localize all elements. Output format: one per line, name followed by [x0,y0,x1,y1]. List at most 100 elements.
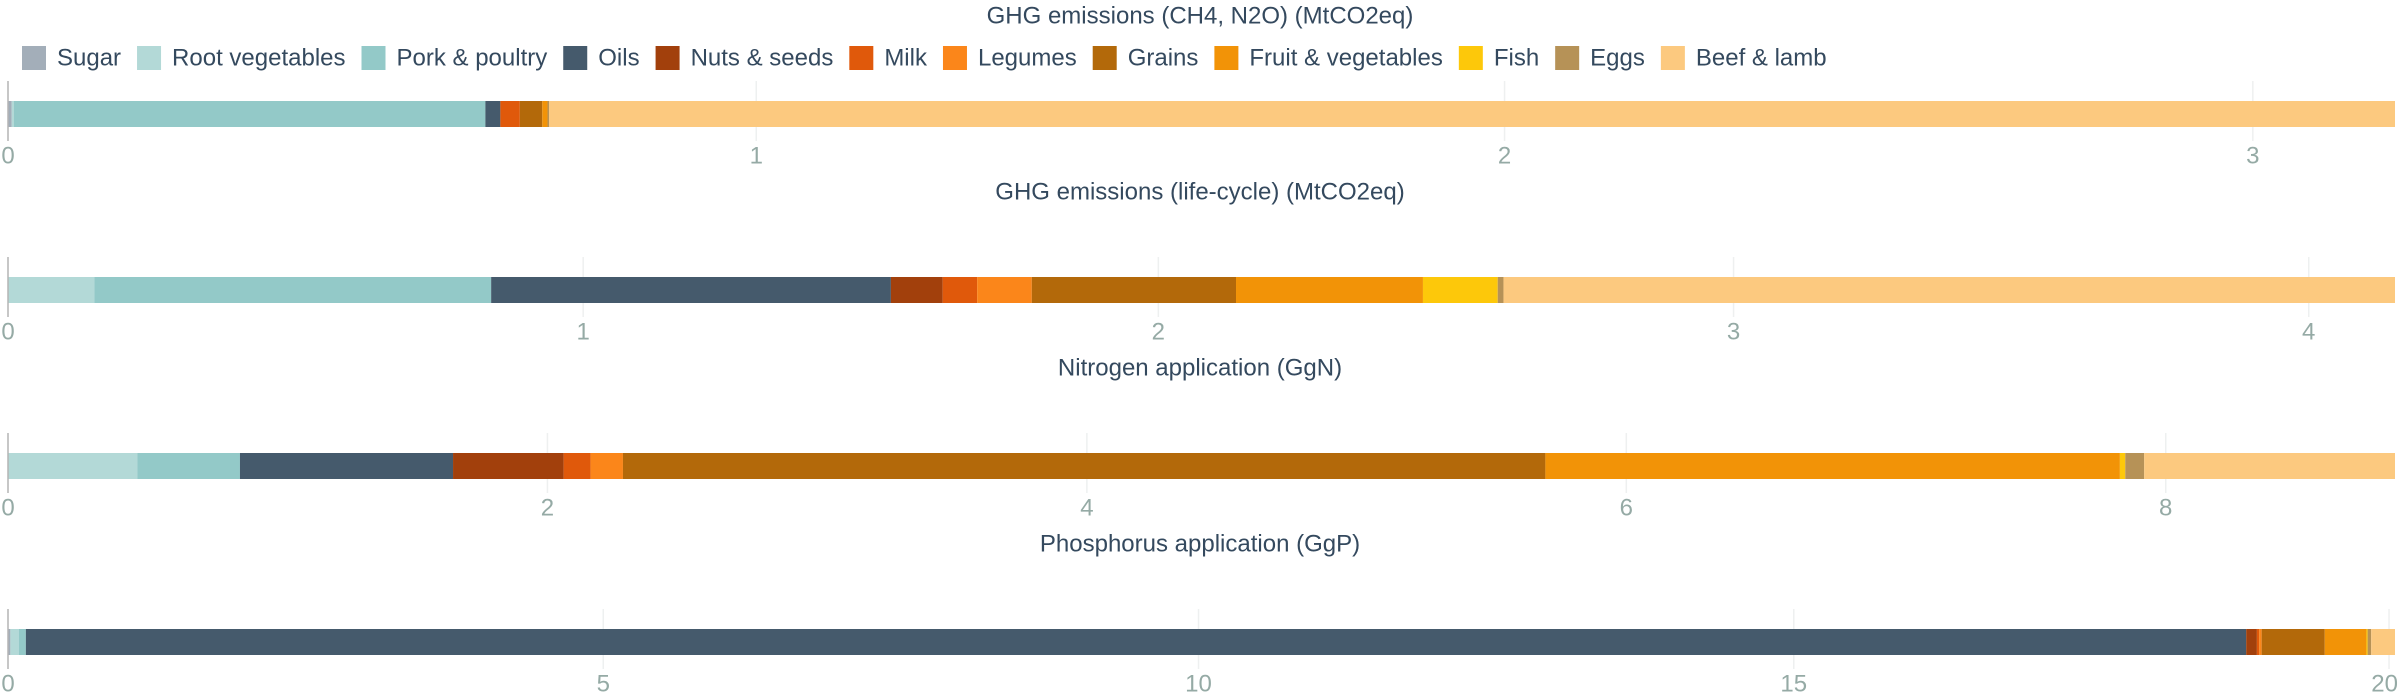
legend-label: Legumes [978,45,1077,72]
bar-segment-pork-and-poultry[interactable] [94,277,492,303]
legend-item-fish[interactable]: Fish [1458,45,1539,72]
tick-label: 8 [2159,495,2172,522]
bar-segment-grains[interactable] [1031,277,1237,303]
legend-label: Fruit & vegetables [1249,45,1442,72]
legend-item-eggs[interactable]: Eggs [1555,45,1645,72]
panel-title: GHG emissions (CH4, N2O) (MtCO2eq) [987,3,1414,30]
legend-swatch [942,46,967,70]
tick-label: 2 [1498,143,1511,170]
bar-segment-milk[interactable] [2256,629,2260,655]
bar-segment-beef-and-lamb[interactable] [549,101,2395,127]
bar-segment-oils[interactable] [239,453,454,479]
legend-label: Fish [1494,45,1539,72]
chart-legend: Sugar Root vegetables Pork & poultry Oils Nu… [22,45,1827,72]
tick-label: 0 [1,495,14,522]
legend-swatch [1214,46,1239,70]
bar-segment-fish[interactable] [2366,629,2368,655]
legend-label: Nuts & seeds [691,45,834,72]
bar-segment-legumes[interactable] [590,453,623,479]
tick-label: 0 [1,143,14,170]
legend-label: Pork & poultry [397,45,548,72]
bar-segment-pork-and-poultry[interactable] [13,101,486,127]
bar-segment-fruit-and-vegetables[interactable] [2324,629,2367,655]
bar-segment-oils[interactable] [485,101,501,127]
legend-item-beef-and-lamb[interactable]: Beef & lamb [1660,45,1827,72]
legend-item-sugar[interactable]: Sugar [22,45,121,72]
bar-segment-fruit-and-vegetables[interactable] [1545,453,2120,479]
tick-label: 5 [597,671,610,698]
legend-label: Eggs [1590,45,1645,72]
legend-swatch [563,46,588,70]
legend-item-legumes[interactable]: Legumes [942,45,1077,72]
bar-segment-oils[interactable] [25,629,2247,655]
bar-segment-milk[interactable] [500,101,520,127]
bar-segment-nuts-and-seeds[interactable] [453,453,564,479]
panel-title: GHG emissions (life-cycle) (MtCO2eq) [995,179,1404,206]
legend-item-grains[interactable]: Grains [1092,45,1199,72]
legend-swatch [1555,46,1580,70]
legend-item-milk[interactable]: Milk [849,45,928,72]
bar-segment-oils[interactable] [491,277,891,303]
bar-segment-milk[interactable] [942,277,978,303]
panel-title: Nitrogen application (GgN) [1058,355,1342,382]
panel-2: GHG emissions (life-cycle) (MtCO2eq) 0 1 2 3… [1,179,2395,346]
chart-panels: GHG emissions (CH4, N2O) (MtCO2eq)0 1 2 3GH… [1,3,2398,698]
bar-segment-nuts-and-seeds[interactable] [890,277,943,303]
bar-segment-eggs[interactable] [2367,629,2372,655]
bar-segment-legumes[interactable] [977,277,1032,303]
tick-label: 6 [1620,495,1633,522]
bar-segment-grains[interactable] [2261,629,2325,655]
bar-segment-beef-and-lamb[interactable] [2371,629,2395,655]
bar-segment-fruit-and-vegetables[interactable] [1236,277,1423,303]
legend-label: Sugar [57,45,121,72]
bar-segment-pork-and-poultry[interactable] [137,453,240,479]
bar-segment-root-vegetables[interactable] [10,629,19,655]
bar-segment-root-vegetables[interactable] [11,101,14,127]
legend-swatch [1092,46,1117,70]
bar-segment-beef-and-lamb[interactable] [2144,453,2395,479]
tick-label: 1 [577,319,590,346]
bar-segment-eggs[interactable] [2125,453,2145,479]
legend-item-root-vegetables[interactable]: Root vegetables [137,45,346,72]
bar-segment-root-vegetables[interactable] [8,453,138,479]
tick-label: 2 [541,495,554,522]
bar-segment-fruit-and-vegetables[interactable] [542,101,548,127]
bar-segment-root-vegetables[interactable] [8,277,95,303]
bar-segment-eggs[interactable] [547,101,550,127]
legend-swatch [655,46,680,70]
bar-segment-grains[interactable] [622,453,1546,479]
legend-item-pork-and-poultry[interactable]: Pork & poultry [361,45,548,72]
legend-swatch [361,46,386,70]
tick-label: 0 [1,319,14,346]
tick-label: 3 [2246,143,2259,170]
panel-title: Phosphorus application (GgP) [1040,531,1360,558]
legend-label: Oils [598,45,639,72]
bar-segment-milk[interactable] [563,453,591,479]
bar-segment-nuts-and-seeds[interactable] [2246,629,2257,655]
tick-label: 0 [1,671,14,698]
bar-segment-eggs[interactable] [1497,277,1504,303]
tick-label: 2 [1152,319,1165,346]
tick-label: 10 [1185,671,1212,698]
bar-segment-sugar[interactable] [8,101,12,127]
panel-3: Nitrogen application (GgN) 0 2 4 6 8 [1,355,2395,522]
legend-label: Milk [884,45,928,72]
bar-segment-sugar[interactable] [8,629,11,655]
bar-segment-pork-and-poultry[interactable] [18,629,26,655]
tick-label: 4 [2302,319,2315,346]
bar-segment-legumes[interactable] [2259,629,2262,655]
legend-item-fruit-and-vegetables[interactable]: Fruit & vegetables [1214,45,1443,72]
legend-item-oils[interactable]: Oils [563,45,640,72]
legend-label: Root vegetables [172,45,345,72]
legend-swatch [137,46,162,70]
bar-segment-fish[interactable] [1422,277,1498,303]
bar-segment-beef-and-lamb[interactable] [1503,277,2395,303]
panel-1: GHG emissions (CH4, N2O) (MtCO2eq) 0 1 2 3 [1,3,2395,170]
tick-label: 3 [1727,319,1740,346]
panel-4: Phosphorus application (GgP) 0 5 10 15 20 [1,531,2398,698]
legend-item-nuts-and-seeds[interactable]: Nuts & seeds [655,45,834,72]
bar-segment-grains[interactable] [519,101,543,127]
bar-segment-fish[interactable] [2119,453,2126,479]
tick-label: 15 [1780,671,1807,698]
